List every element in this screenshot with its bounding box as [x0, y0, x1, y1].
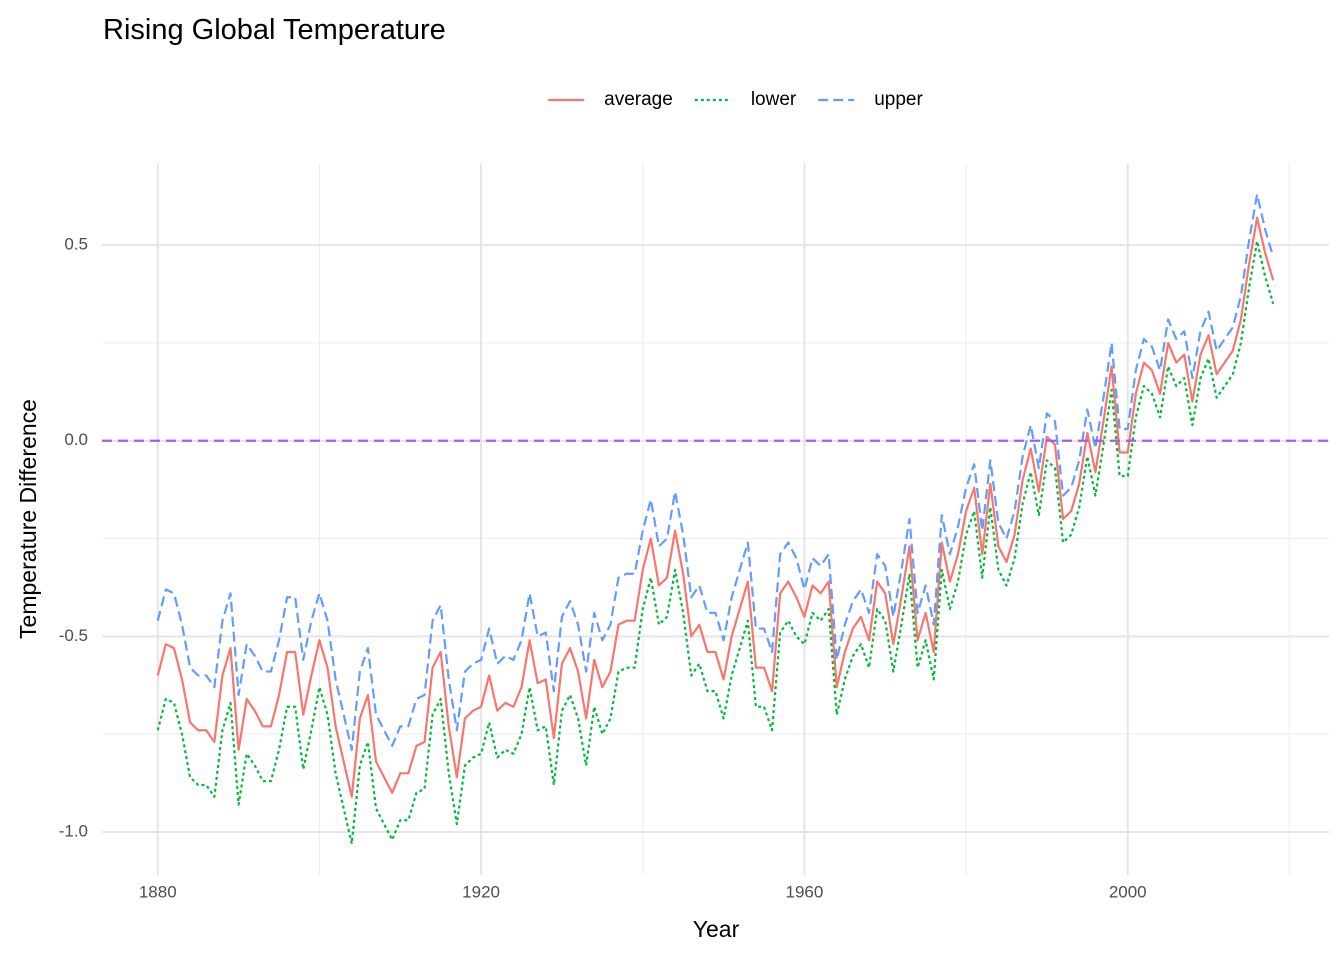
x-tick-label: 1880: [139, 882, 177, 901]
series-line: [156, 216, 1275, 798]
y-tick-label: 0.0: [64, 430, 88, 449]
y-tick-label: -0.5: [59, 626, 88, 645]
series-line: [156, 240, 1275, 845]
grid: 1880 1920 1960 2000 -1.0 -0.5 0.0 0.5: [59, 163, 1329, 901]
x-tick-label: 1920: [462, 882, 500, 901]
legend-label: average: [604, 89, 673, 110]
plot-lines: [102, 193, 1329, 845]
y-tick-label: -1.0: [59, 821, 88, 840]
y-axis-title: Temperature Difference: [15, 399, 41, 639]
x-axis-title: Year: [693, 916, 740, 942]
series-line: [156, 193, 1275, 751]
x-tick-label: 1960: [785, 882, 823, 901]
legend-label: lower: [751, 89, 797, 110]
y-tick-label: 0.5: [64, 235, 88, 254]
x-tick-label: 2000: [1109, 882, 1147, 901]
chart-title: Rising Global Temperature: [103, 14, 446, 46]
legend: average lower upper: [548, 89, 924, 110]
legend-label: upper: [874, 89, 923, 110]
